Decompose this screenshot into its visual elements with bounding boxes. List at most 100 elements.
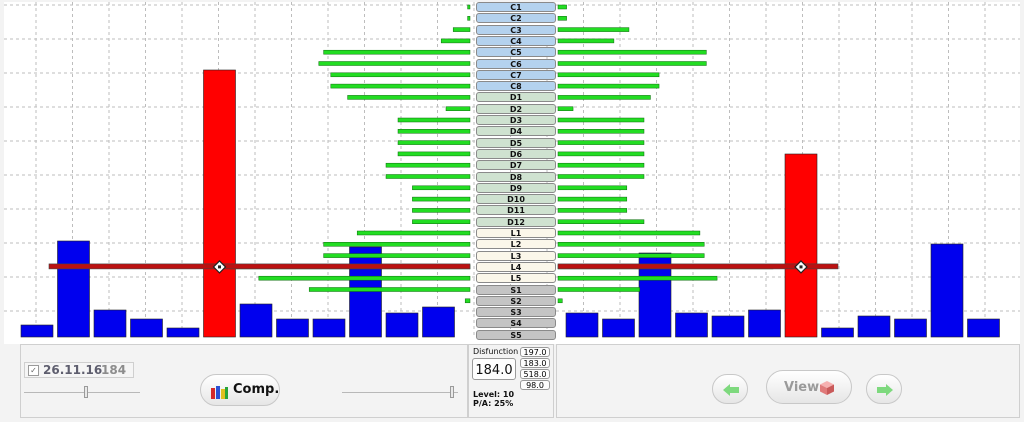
- bar-R10: [894, 318, 927, 338]
- segment-bar-left-C2: [467, 16, 471, 21]
- segment-label-D6[interactable]: D6: [476, 148, 556, 159]
- bar-R8: [821, 327, 854, 338]
- back-button[interactable]: [712, 374, 748, 404]
- segment-bar-left-C8: [330, 83, 471, 89]
- bar-R11: [930, 243, 964, 338]
- segment-label-D10[interactable]: D10: [476, 194, 556, 205]
- date-panel: ✓ 26.11.16 184: [24, 362, 134, 378]
- segment-bar-left-D12: [412, 219, 471, 224]
- segment-bar-right-C2: [557, 16, 567, 21]
- segment-bar-right-D5: [557, 140, 645, 145]
- date-text: 26.11.16: [43, 363, 103, 377]
- left-slider-2-thumb[interactable]: [450, 386, 454, 398]
- segment-label-D2[interactable]: D2: [476, 103, 556, 114]
- segment-bar-right-C7: [557, 72, 660, 78]
- segment-label-S1[interactable]: S1: [476, 284, 556, 295]
- segment-label-D4[interactable]: D4: [476, 126, 556, 137]
- segment-label-S3[interactable]: S3: [476, 307, 556, 318]
- segment-bar-right-D3: [557, 117, 645, 123]
- segment-bar-left-D1: [347, 95, 471, 100]
- segment-bar-right-C8: [557, 83, 660, 89]
- disfunction-value-3: 518.0: [520, 369, 550, 379]
- books-icon: [211, 384, 229, 399]
- segment-bar-left-L5: [258, 275, 471, 281]
- segment-bar-left-L2: [323, 242, 471, 247]
- segment-bar-right-S2: [557, 298, 563, 304]
- segment-label-D11[interactable]: D11: [476, 205, 556, 216]
- cube-icon: [819, 380, 835, 400]
- segment-bar-left-D10: [412, 196, 471, 202]
- bar-L6: [239, 303, 273, 338]
- segment-bar-right-D11: [557, 208, 628, 213]
- date-checkbox[interactable]: ✓: [28, 365, 39, 376]
- segment-label-D8[interactable]: D8: [476, 171, 556, 182]
- segment-label-C1[interactable]: C1: [476, 2, 556, 12]
- segment-bar-left-D5: [397, 140, 471, 145]
- segment-bar-left-C3: [452, 27, 471, 32]
- bar-L3: [349, 246, 382, 338]
- comp-button[interactable]: Comp.: [200, 374, 280, 406]
- marker-diamond-right-icon-dot: [799, 265, 803, 269]
- segment-label-L3[interactable]: L3: [476, 250, 556, 261]
- segment-bar-right-D6: [557, 151, 645, 157]
- segment-label-L1[interactable]: L1: [476, 228, 556, 238]
- segment-label-D1[interactable]: D1: [476, 92, 556, 103]
- segment-label-S4[interactable]: S4: [476, 318, 556, 329]
- left-slider-thumb[interactable]: [84, 386, 88, 398]
- forward-button[interactable]: [866, 374, 902, 404]
- disfunction-value-1: 197.0: [520, 347, 550, 357]
- bar-L12: [20, 324, 54, 338]
- segment-label-D12[interactable]: D12: [476, 216, 556, 227]
- segment-label-D9[interactable]: D9: [476, 182, 556, 193]
- disfunction-value-4: 98.0: [520, 380, 550, 390]
- segment-bar-left-L3: [323, 253, 471, 258]
- segment-bar-right-D12: [557, 219, 645, 224]
- segment-label-S5[interactable]: S5: [476, 329, 556, 340]
- segment-label-C5[interactable]: C5: [476, 47, 556, 58]
- bar-R9: [857, 315, 891, 338]
- segment-bar-right-C3: [557, 27, 630, 32]
- marker-line-right: [557, 263, 839, 270]
- segment-bar-left-C7: [330, 72, 471, 78]
- segment-bar-left-D7: [385, 162, 471, 168]
- segment-label-C4[interactable]: C4: [476, 35, 556, 46]
- segment-label-C7[interactable]: C7: [476, 69, 556, 80]
- segment-bar-left-C4: [440, 38, 471, 44]
- left-slider-2[interactable]: [342, 386, 458, 398]
- marker-diamond-left-icon-dot: [218, 265, 221, 269]
- segment-label-L4[interactable]: L4: [476, 261, 556, 272]
- segment-bar-left-D4: [397, 129, 471, 134]
- segment-label-L2[interactable]: L2: [476, 239, 556, 250]
- segment-bar-right-L3: [557, 253, 705, 258]
- segment-bar-left-S1: [308, 287, 471, 292]
- segment-label-D7[interactable]: D7: [476, 160, 556, 171]
- bar-R12: [967, 318, 1000, 338]
- left-slider[interactable]: [24, 386, 140, 398]
- segment-bar-left-C5: [323, 49, 471, 55]
- view-button[interactable]: View: [766, 370, 852, 404]
- segment-bar-right-S1: [557, 287, 640, 292]
- segment-label-C3[interactable]: C3: [476, 24, 556, 35]
- segment-label-C6[interactable]: C6: [476, 58, 556, 69]
- disfunction-value-box: 184.0: [472, 358, 516, 380]
- segment-bar-right-D4: [557, 129, 645, 134]
- bar-L11: [57, 240, 90, 338]
- bar-L1: [422, 306, 455, 338]
- segment-label-C2[interactable]: C2: [476, 13, 556, 24]
- bar-L10: [93, 309, 127, 338]
- segment-label-C8[interactable]: C8: [476, 81, 556, 92]
- segment-label-D3[interactable]: D3: [476, 115, 556, 125]
- segment-label-L5[interactable]: L5: [476, 273, 556, 284]
- segment-bar-right-D8: [557, 174, 645, 179]
- segment-bar-left-C6: [318, 61, 471, 66]
- chart-area: [4, 2, 1020, 338]
- bar-L4: [312, 318, 346, 338]
- segment-bar-right-D2: [557, 106, 574, 111]
- segment-label-S2[interactable]: S2: [476, 295, 556, 306]
- segment-label-D5[interactable]: D5: [476, 137, 556, 148]
- segment-bar-left-C1: [467, 4, 471, 10]
- arrow-left-icon: [722, 382, 740, 401]
- bar-R6: [748, 309, 781, 338]
- pa-text: P/A: 25%: [473, 399, 514, 408]
